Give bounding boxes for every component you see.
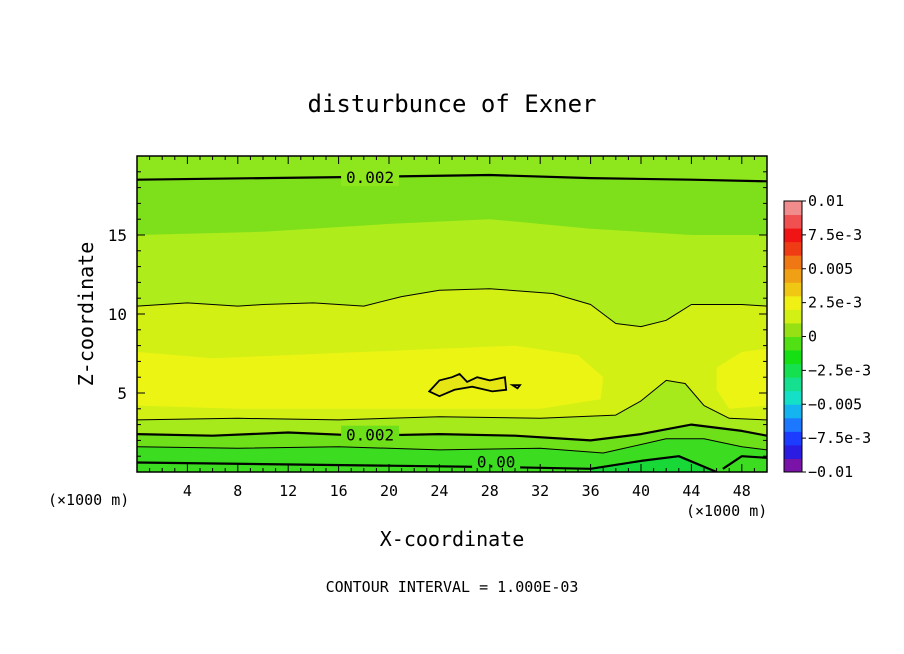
colorbar-segment (784, 282, 802, 297)
colorbar-segment (784, 201, 802, 216)
contour-line-3 (137, 438, 767, 454)
x-tick-label: 44 (682, 482, 700, 500)
band-low (137, 424, 767, 453)
x-tick-label: 40 (632, 482, 650, 500)
colorbar-segment (784, 431, 802, 446)
y-tick-label: 15 (108, 226, 127, 245)
colorbar-tick-label: 2.5e-3 (808, 294, 862, 312)
x-tick-label: 4 (183, 482, 192, 500)
colorbar-tick-label: −2.5e-3 (808, 361, 871, 379)
x-tick-label: 20 (380, 482, 398, 500)
x-tick-label: 28 (481, 482, 499, 500)
x-tick-label: 48 (733, 482, 751, 500)
colorbar: 0.01 7.5e-3 0.005 2.5e-3 0 −2.5e-3 −0.005 −7.5e… (783, 192, 871, 481)
contour-loop-1 (509, 384, 522, 390)
contour-line-4 (137, 379, 767, 421)
colorbar-segment (784, 363, 802, 378)
contour-label-bg (341, 425, 400, 444)
band-mid (137, 219, 767, 327)
colorbar-segment (784, 390, 802, 405)
x-tick-label: 8 (233, 482, 242, 500)
x-tick-label: 36 (582, 482, 600, 500)
colorbar-segment (784, 228, 802, 243)
x-axis-ticks: 4 8 12 16 20 24 28 32 36 40 44 48 (149, 156, 755, 500)
colorbar-segment (784, 255, 802, 270)
y-tick-label: 10 (108, 305, 127, 324)
colorbar-segment (784, 322, 802, 337)
colorbar-tick-label: 0 (808, 328, 817, 346)
contour-label: 0.002 (346, 426, 394, 445)
colorbar-segment (784, 350, 802, 365)
colorbar-segment (784, 268, 802, 283)
colorbar-tick-label: 7.5e-3 (808, 226, 862, 244)
band-core-right (716, 348, 767, 409)
band-negative (590, 456, 717, 472)
colorbar-segment (784, 417, 802, 432)
contour-labels: 0.002 0.002 0.00 (341, 168, 521, 472)
contour-interval-note: CONTOUR INTERVAL = 1.000E-03 (326, 578, 579, 596)
contour-label: 0.002 (346, 168, 394, 187)
x-tick-label: 24 (430, 482, 448, 500)
x-axis-label: X-coordinate (380, 527, 525, 551)
y-axis-label: Z-coordinate (74, 242, 98, 387)
colorbar-segment (784, 295, 802, 310)
chart-title: disturbunce of Exner (308, 90, 597, 118)
colorbar-segment (784, 377, 802, 392)
contour-label: 0.00 (477, 453, 516, 472)
colorbar-segment (784, 444, 802, 459)
contour-label-bg (472, 452, 521, 471)
x-tick-label: 12 (279, 482, 297, 500)
colorbar-segment (784, 458, 802, 473)
colorbar-segment (784, 404, 802, 419)
contour-line-0 (137, 173, 767, 183)
colorbar-segment (784, 214, 802, 229)
y-axis-ticks: 5 10 15 (108, 171, 767, 457)
band-core (137, 345, 604, 409)
y-tick-label: 5 (117, 384, 127, 403)
contour-label-bg (341, 168, 400, 187)
x-tick-label: 16 (330, 482, 348, 500)
colorbar-tick-label: −0.005 (808, 395, 862, 413)
contour-loop-0 (427, 372, 508, 398)
colorbar-segment (784, 309, 802, 324)
contour-fill-field (137, 156, 767, 472)
colorbar-tick-label: 0.005 (808, 260, 853, 278)
x-tick-label: 32 (531, 482, 549, 500)
colorbar-segment (784, 336, 802, 351)
x-unit-right: (×1000 m) (686, 502, 767, 520)
colorbar-tick-label: −7.5e-3 (808, 429, 871, 447)
colorbar-tick-label: −0.01 (808, 463, 853, 481)
contour-lines (137, 173, 767, 472)
contour-line-6 (722, 455, 767, 470)
colorbar-segment (784, 241, 802, 256)
x-unit-left: (×1000 m) (48, 491, 129, 509)
contour-line-1 (137, 288, 767, 328)
band-upper (137, 156, 767, 182)
colorbar-tick-label: 0.01 (808, 192, 844, 210)
band-lower (137, 380, 767, 441)
contour-line-2 (137, 423, 767, 442)
